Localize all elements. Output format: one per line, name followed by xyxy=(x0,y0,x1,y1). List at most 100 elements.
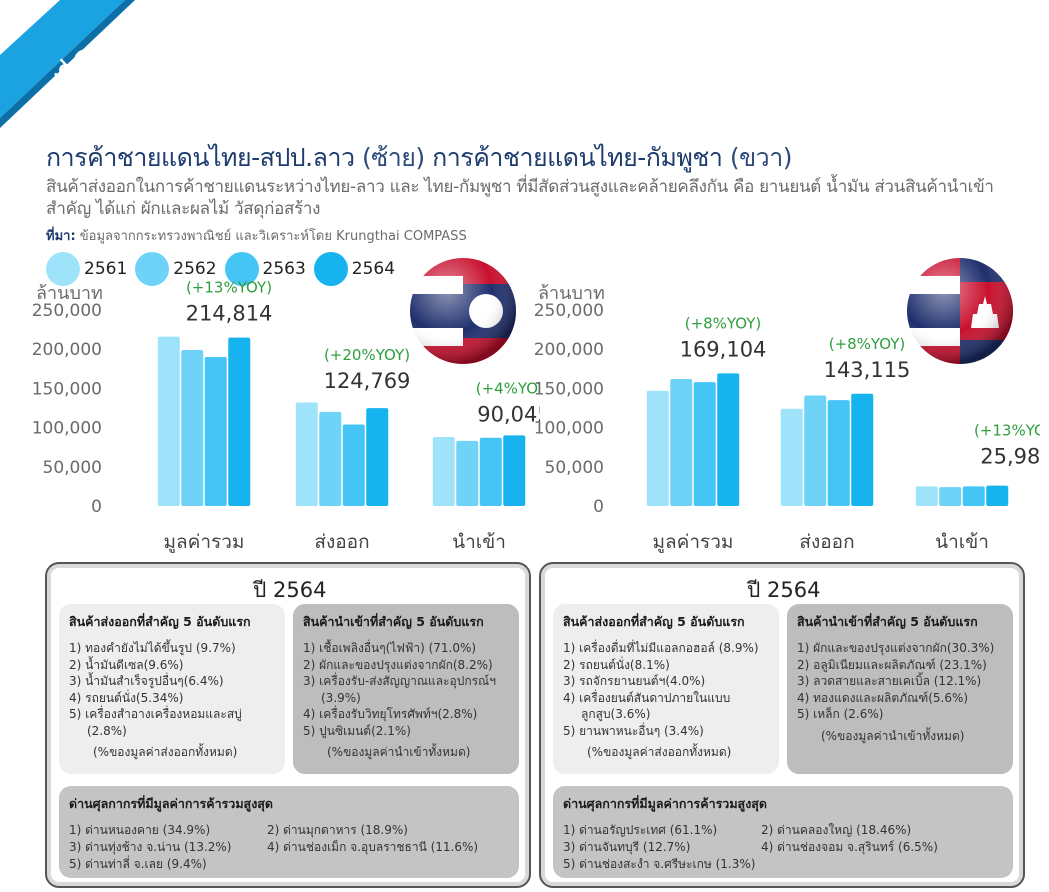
laos-exports-title: สินค้าส่งออกที่สำคัญ 5 อันดับแรก xyxy=(69,614,251,629)
yoy-label: (+4%YOY) xyxy=(476,379,540,397)
y-tick-label: 50,000 xyxy=(545,458,604,478)
y-tick-label: 150,000 xyxy=(32,379,102,399)
bar xyxy=(157,336,180,506)
bar xyxy=(915,486,938,506)
cambodia-flag-icon xyxy=(907,258,1013,364)
bar xyxy=(181,349,204,506)
list-item: 4) รถยนต์นั่ง(5.34%) xyxy=(69,690,184,705)
bar xyxy=(939,487,962,506)
list-item: 5) ยานพาหนะอื่นๆ (3.4%) xyxy=(563,723,704,738)
legend-item: 2562 xyxy=(135,252,217,286)
y-tick-label: 150,000 xyxy=(534,379,604,399)
legend-swatch xyxy=(224,252,259,286)
checkpoint-item: 4) ด่านช่องจอม จ.สุรินทร์ (6.5%) xyxy=(761,840,938,854)
bar xyxy=(962,486,985,506)
bar xyxy=(228,337,251,506)
laos-info-panel: ปี 2564 สินค้าส่งออกที่สำคัญ 5 อันดับแรก… xyxy=(45,562,531,888)
legend-swatch xyxy=(135,252,170,286)
cambodia-checkpoints-list: 1) ด่านอรัญประเทศ (61.1%) 2) ด่านคลองใหญ่… xyxy=(563,822,1003,873)
cambodia-checkpoints-title: ด่านศุลกากรที่มีมูลค่าการค้ารวมสูงสุด xyxy=(563,796,768,811)
list-item: 5) เหล็ก (2.6%) xyxy=(797,707,884,721)
bar xyxy=(780,408,803,506)
checkpoint-item: 1) ด่านอรัญประเทศ (61.1%) xyxy=(563,823,718,837)
list-item: 2) น้ำมันดีเซล(9.6%) xyxy=(69,657,184,672)
list-item: 1) ทองคำยังไม่ได้ขึ้นรูป (9.7%) xyxy=(69,641,236,655)
bar xyxy=(342,424,365,506)
y-axis-label: ล้านบาท xyxy=(36,283,103,304)
legend-item: 2561 xyxy=(46,252,127,286)
x-tick-label: นำเข้า xyxy=(452,531,506,553)
bar xyxy=(456,440,479,506)
source-text: ข้อมูลจากกระทรวงพาณิชย์ และวิเคราะห์โดย … xyxy=(79,229,467,244)
subtitle: สินค้าส่งออกในการค้าชายแดนระหว่างไทย-ลาว… xyxy=(46,177,994,219)
bar xyxy=(827,400,850,506)
legend-item: 2563 xyxy=(224,252,306,286)
bar xyxy=(204,357,227,506)
yoy-label: (+8%YOY) xyxy=(685,314,762,332)
list-item: 3) น้ำมันสำเร็จรูปอื่นๆ(6.4%) xyxy=(69,674,224,688)
laos-exports-box: สินค้าส่งออกที่สำคัญ 5 อันดับแรก 1) ทองค… xyxy=(59,604,285,774)
cambodia-imports-list: 1) ผักและของปรุงแต่งจากผัก(30.3%) 2) อลูม… xyxy=(797,640,1003,723)
bar xyxy=(366,408,389,506)
list-item: 2) อลูมิเนียมและผลิตภัณฑ์ (23.1%) xyxy=(797,657,987,672)
list-item: (3.9%) xyxy=(321,690,361,705)
data-label: 90,045 xyxy=(477,402,540,426)
list-item: 3) ลวดสายและสายเคเบิ้ล (12.1%) xyxy=(797,674,982,688)
list-item: 5) ปูนซิเมนต์(2.1%) xyxy=(303,723,411,738)
bar xyxy=(804,395,827,506)
x-tick-label: นำเข้า xyxy=(935,531,989,553)
source-note: ที่มา: ข้อมูลจากกระทรวงพาณิชย์ และวิเครา… xyxy=(46,225,467,246)
x-tick-label: ส่งออก xyxy=(314,531,369,553)
y-tick-label: 100,000 xyxy=(534,419,604,439)
laos-exports-note: (%ของมูลค่าส่งออกทั้งหมด) xyxy=(93,745,238,759)
y-tick-label: 250,000 xyxy=(534,301,604,321)
data-label: 169,104 xyxy=(680,337,767,361)
bar xyxy=(646,390,669,506)
bar xyxy=(693,382,716,506)
title-cambodia-side: (ขวา) xyxy=(729,143,793,172)
title-laos: การค้าชายแดนไทย-สปป.ลาว xyxy=(46,143,355,172)
cambodia-exports-box: สินค้าส่งออกที่สำคัญ 5 อันดับแรก 1) เครื… xyxy=(553,604,779,774)
cambodia-panel-year: ปี 2564 xyxy=(747,578,821,602)
page-title: การค้าชายแดนไทย-สปป.ลาว (ซ้าย) การค้าชาย… xyxy=(46,138,793,178)
y-tick-label: 0 xyxy=(593,497,604,517)
y-axis-label: ล้านบาท xyxy=(538,283,605,304)
bar xyxy=(479,437,502,506)
cambodia-exports-note: (%ของมูลค่าส่งออกทั้งหมด) xyxy=(587,745,732,759)
legend-label: 2563 xyxy=(262,259,306,279)
laos-panel-year: ปี 2564 xyxy=(253,578,327,602)
list-item: ลูกสูบ(3.6%) xyxy=(581,707,651,721)
cambodia-imports-box: สินค้านำเข้าที่สำคัญ 5 อันดับแรก 1) ผักแ… xyxy=(787,604,1013,774)
chart-laos: ล้านบาท 0 50,000 100,000 150,000 200,000 250,0… xyxy=(32,279,540,553)
y-tick-label: 0 xyxy=(91,497,102,517)
y-tick-label: 250,000 xyxy=(32,301,102,321)
data-label: 214,814 xyxy=(186,302,273,326)
legend-label: 2562 xyxy=(173,259,217,279)
cambodia-checkpoints-box: ด่านศุลกากรที่มีมูลค่าการค้ารวมสูงสุด 1)… xyxy=(553,786,1013,878)
legend-label: 2561 xyxy=(84,259,128,279)
checkpoint-item: 3) ด่านจันทบุรี (12.7%) xyxy=(563,840,691,854)
bar xyxy=(986,485,1009,506)
yoy-label: (+13%YOY) xyxy=(186,279,272,297)
bar xyxy=(432,437,455,506)
laos-imports-list: 1) เชื้อเพลิงอื่นๆ(ไฟฟ้า) (71.0%) 2) ผักแ… xyxy=(303,640,509,739)
bar xyxy=(295,402,318,506)
cambodia-exports-title: สินค้าส่งออกที่สำคัญ 5 อันดับแรก xyxy=(563,614,745,629)
laos-imports-note: (%ของมูลค่านำเข้าทั้งหมด) xyxy=(327,745,471,759)
legend-item: 2564 xyxy=(313,252,395,286)
checkpoint-item: 1) ด่านหนองคาย (34.9%) xyxy=(69,823,211,837)
bar xyxy=(503,435,526,506)
figure-badge: รูปที่ 2 xyxy=(0,0,135,128)
cambodia-imports-title: สินค้านำเข้าที่สำคัญ 5 อันดับแรก xyxy=(797,614,978,629)
data-label: 25,989 xyxy=(980,445,1040,469)
cambodia-exports-list: 1) เครื่องดื่มที่ไม่มีแอลกอฮอล์ (8.9%) 2)… xyxy=(563,640,769,739)
legend: 2561 2562 2563 2564 xyxy=(46,252,403,286)
laos-imports-box: สินค้านำเข้าที่สำคัญ 5 อันดับแรก 1) เชื้… xyxy=(293,604,519,774)
checkpoint-item: 5) ด่านช่องสะงำ จ.ศรีษะเกษ (1.3%) xyxy=(563,857,756,871)
y-tick-label: 100,000 xyxy=(32,419,102,439)
legend-swatch xyxy=(46,252,80,286)
checkpoint-item: 3) ด่านทุ่งช้าง จ.น่าน (13.2%) xyxy=(69,840,232,854)
bar xyxy=(851,393,874,506)
bar xyxy=(670,378,693,506)
list-item: 1) เครื่องดื่มที่ไม่มีแอลกอฮอล์ (8.9%) xyxy=(563,641,759,655)
